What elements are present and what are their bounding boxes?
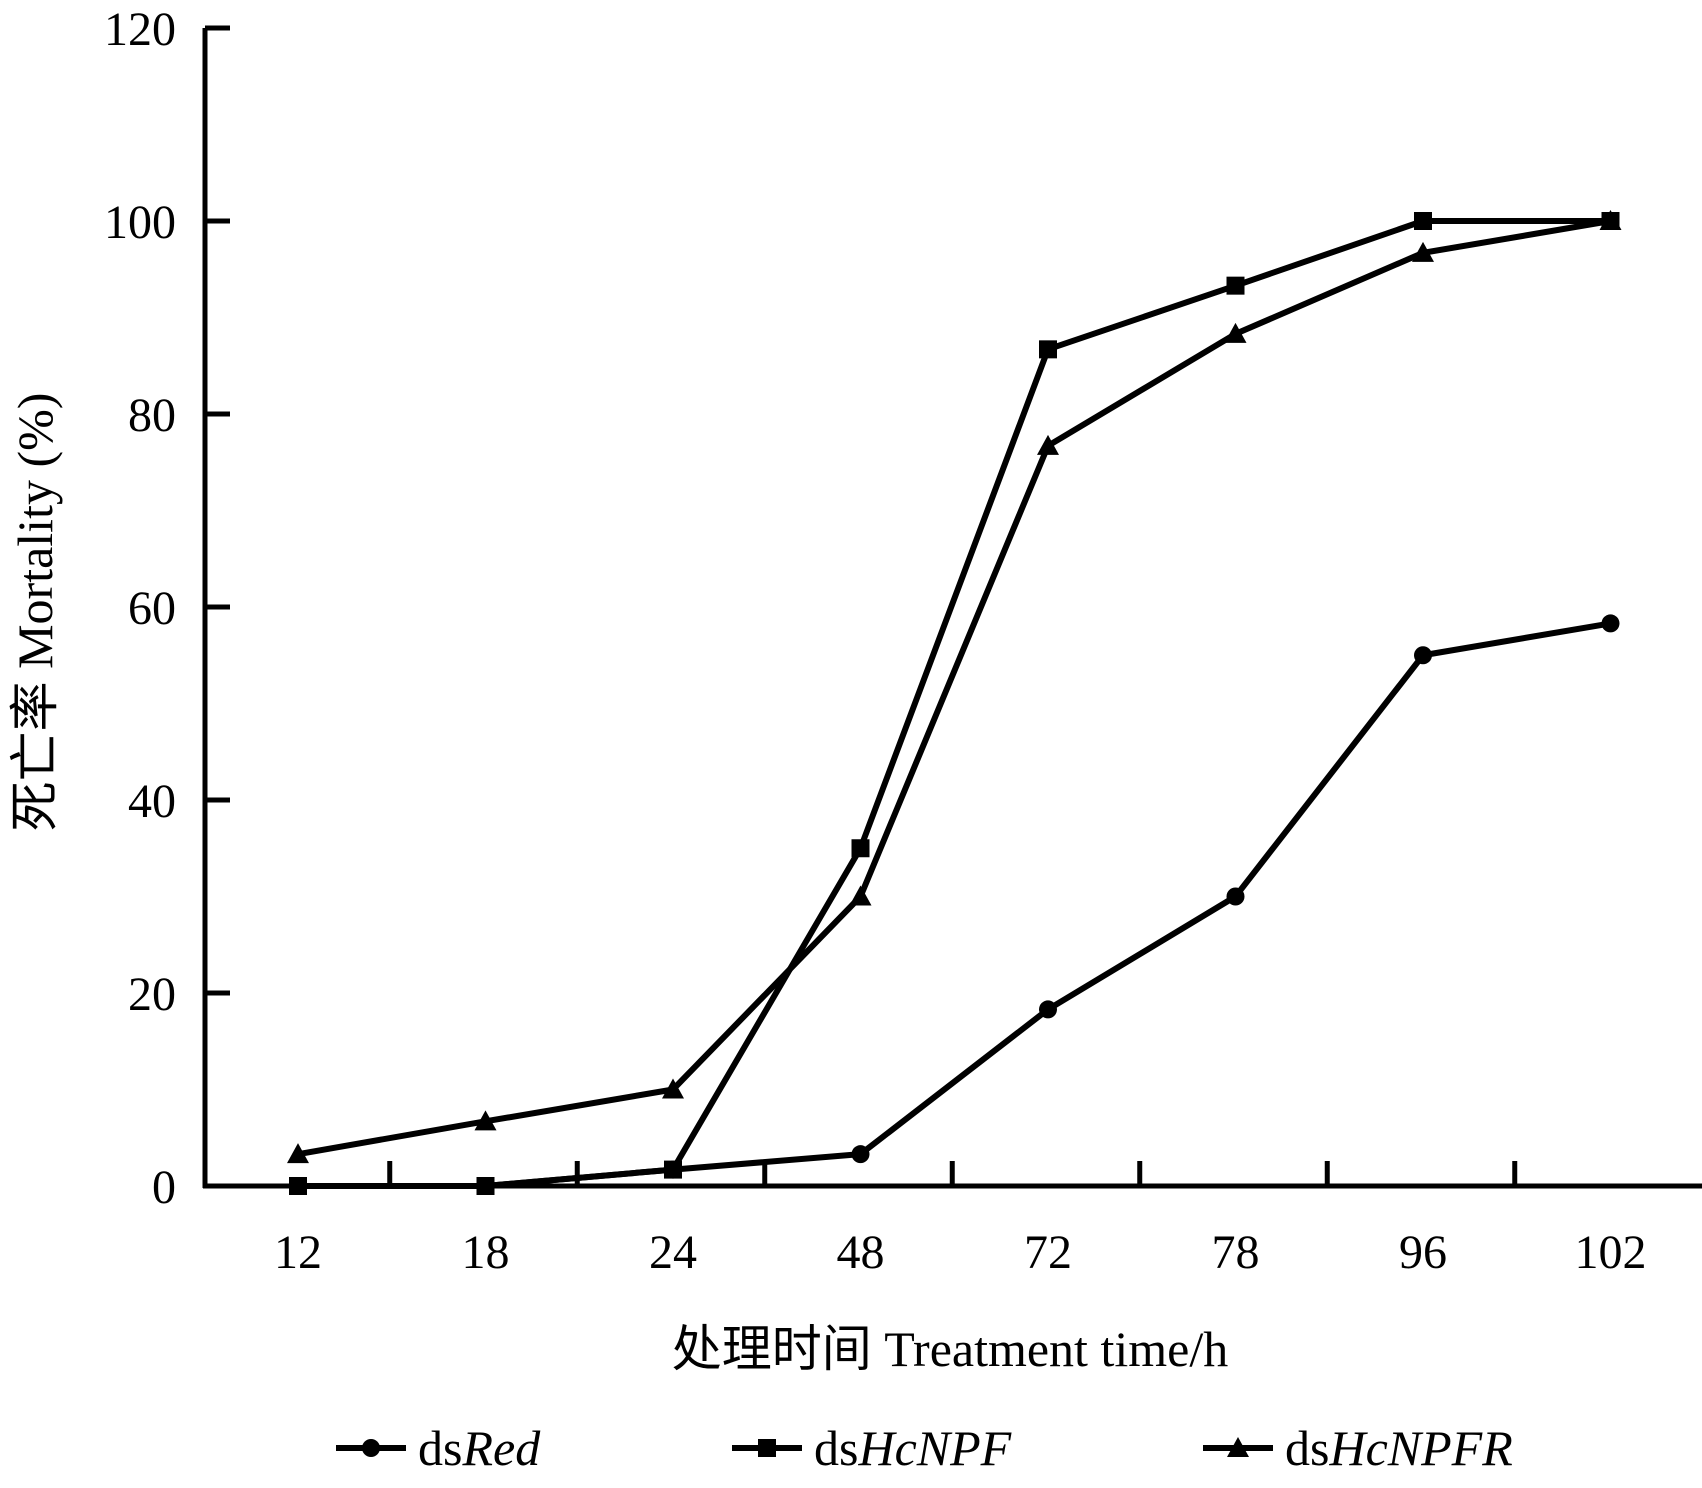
x-tick-label: 102 xyxy=(1575,1226,1647,1279)
x-tick-label: 18 xyxy=(462,1226,510,1279)
series-triangle xyxy=(287,210,1622,1164)
data-point xyxy=(287,1143,309,1164)
series-line xyxy=(297,218,1612,1158)
series-line xyxy=(298,218,1611,1189)
data-point xyxy=(1414,212,1432,230)
legend-label: dsHcNPF xyxy=(814,1420,1012,1476)
data-point xyxy=(289,1177,307,1195)
x-axis-title: 处理时间 Treatment time/h xyxy=(672,1321,1228,1377)
data-point xyxy=(1414,646,1432,665)
y-tick-label: 100 xyxy=(104,196,176,249)
legend-label: dsHcNPFR xyxy=(1285,1420,1513,1476)
data-point xyxy=(476,1177,495,1195)
data-point xyxy=(664,1160,682,1179)
x-tick-label: 24 xyxy=(649,1226,697,1279)
data-point xyxy=(474,1110,497,1131)
y-axis-title: 死亡率 Mortality (%) xyxy=(7,393,63,832)
legend-item: dsHcNPF xyxy=(732,1420,1012,1476)
data-point xyxy=(849,885,872,906)
series-line xyxy=(298,620,1612,1189)
y-axis-ticks: 0 20 40 60 80 100 120 xyxy=(104,3,230,1214)
data-point xyxy=(1039,1000,1057,1019)
data-point xyxy=(662,1078,684,1099)
data-point xyxy=(1224,322,1247,343)
legend-swatch-marker xyxy=(1227,1437,1249,1457)
y-tick-label: 20 xyxy=(128,968,176,1021)
data-point xyxy=(1226,887,1245,906)
x-tick-label: 12 xyxy=(274,1226,322,1279)
x-tick-label: 48 xyxy=(837,1226,885,1279)
legend-swatch-marker xyxy=(758,1439,776,1457)
legend: dsRed dsHcNPF dsHcNPFR xyxy=(336,1420,1513,1476)
x-axis-ticks: 12 18 24 48 72 78 96 102 xyxy=(274,1161,1647,1279)
y-tick-label: 120 xyxy=(104,3,176,56)
y-tick-label: 0 xyxy=(152,1161,176,1214)
data-point xyxy=(1039,340,1057,359)
legend-item: dsHcNPFR xyxy=(1203,1420,1513,1476)
legend-swatch-marker xyxy=(362,1439,380,1457)
data-point xyxy=(1226,276,1245,295)
y-tick-label: 40 xyxy=(128,775,176,828)
data-point xyxy=(1412,241,1434,262)
x-tick-label: 96 xyxy=(1399,1226,1447,1279)
y-tick-label: 60 xyxy=(128,582,176,635)
x-tick-label: 72 xyxy=(1024,1226,1072,1279)
data-point xyxy=(1599,210,1622,230)
series-layer xyxy=(287,210,1622,1195)
data-point xyxy=(1037,434,1059,455)
data-point xyxy=(851,839,870,858)
y-tick-label: 80 xyxy=(128,389,176,442)
data-point xyxy=(1601,614,1620,633)
legend-item: dsRed xyxy=(336,1420,541,1476)
series-square xyxy=(289,212,1620,1195)
legend-label: dsRed xyxy=(418,1420,541,1476)
series-circle xyxy=(289,614,1620,1195)
data-point xyxy=(851,1145,870,1164)
x-tick-label: 78 xyxy=(1212,1226,1260,1279)
